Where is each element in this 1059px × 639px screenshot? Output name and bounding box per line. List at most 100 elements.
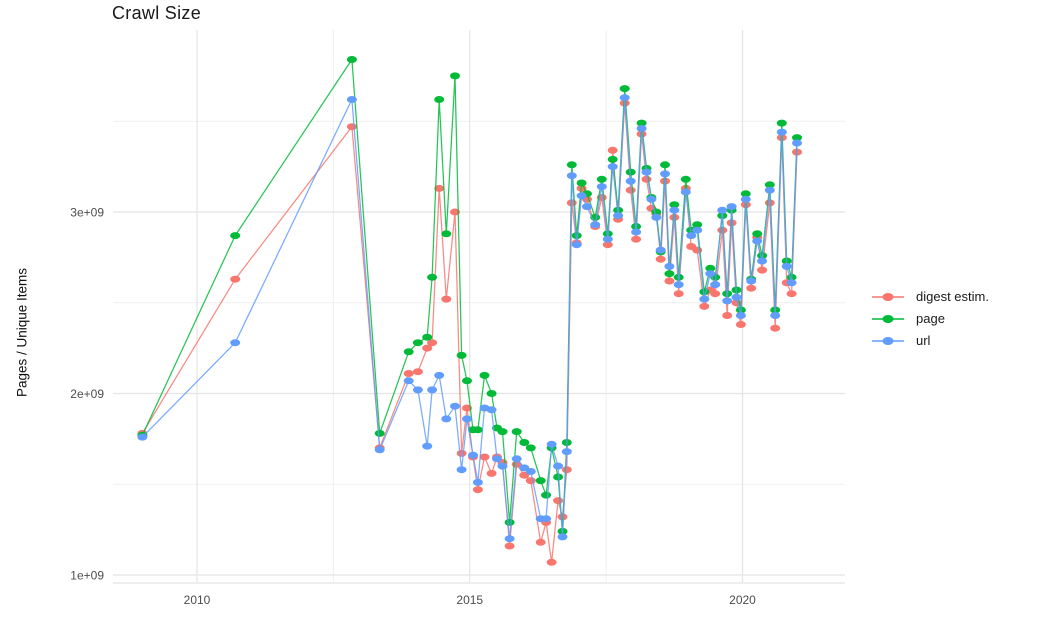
- data-point-digest: [673, 290, 684, 298]
- data-point-url: [699, 295, 710, 303]
- data-point-page: [479, 371, 490, 379]
- data-point-url: [786, 279, 797, 287]
- data-point-page: [472, 426, 483, 434]
- data-point-url: [655, 246, 666, 254]
- data-point-url: [422, 442, 433, 450]
- legend-item-digest: digest estim.: [872, 289, 989, 304]
- data-point-url: [561, 448, 572, 456]
- data-point-page: [346, 56, 357, 63]
- data-point-url: [746, 277, 757, 285]
- data-point-page: [541, 491, 552, 499]
- data-point-url: [692, 226, 703, 234]
- data-point-url: [427, 386, 438, 394]
- data-point-digest: [403, 370, 414, 377]
- data-point-url: [792, 139, 802, 147]
- legend: digest estim. page url: [872, 289, 989, 348]
- legend-key-url-icon: [872, 333, 904, 348]
- data-point-digest: [553, 497, 564, 505]
- data-point-digest: [602, 241, 613, 249]
- data-point-url: [680, 188, 691, 196]
- legend-item-url: url: [872, 333, 989, 348]
- data-point-page: [636, 119, 647, 127]
- data-point-page: [619, 85, 630, 93]
- data-point-url: [722, 297, 733, 305]
- data-point-url: [450, 402, 460, 410]
- data-point-page: [504, 518, 515, 526]
- data-point-url: [504, 535, 515, 543]
- data-point-url: [651, 213, 662, 221]
- data-point-page: [680, 175, 691, 183]
- data-point-digest: [450, 208, 460, 216]
- data-point-url: [776, 128, 787, 136]
- data-point-page: [486, 390, 497, 397]
- data-point-digest: [726, 219, 737, 227]
- data-point-url: [673, 281, 684, 289]
- data-point-page: [497, 428, 508, 436]
- data-point-page: [776, 119, 787, 127]
- data-point-url: [636, 125, 647, 132]
- data-point-page: [422, 333, 433, 341]
- data-point-digest: [664, 277, 675, 285]
- data-point-digest: [746, 284, 757, 292]
- y-tick-label: 1e+09: [70, 569, 104, 583]
- data-point-page: [427, 273, 438, 281]
- data-point-url: [646, 195, 657, 203]
- data-point-url: [571, 241, 582, 249]
- data-point-digest: [641, 175, 652, 183]
- data-point-digest: [757, 266, 768, 274]
- data-point-page: [412, 339, 423, 347]
- data-point-url: [770, 312, 781, 319]
- data-point-url: [576, 192, 587, 200]
- data-point-url: [412, 386, 423, 394]
- data-point-page: [660, 161, 670, 169]
- data-point-digest: [441, 295, 452, 303]
- data-point-digest: [557, 513, 568, 521]
- x-tick-label: 2015: [456, 593, 483, 607]
- data-point-url: [607, 163, 618, 171]
- x-tick-label: 2020: [729, 593, 756, 607]
- data-point-url: [740, 195, 751, 203]
- data-point-digest: [346, 123, 357, 131]
- data-point-url: [752, 237, 763, 245]
- data-point-digest: [422, 344, 433, 352]
- data-point-url: [486, 406, 497, 414]
- data-point-url: [602, 235, 613, 243]
- data-point-url: [590, 221, 601, 229]
- data-point-url: [230, 339, 241, 347]
- legend-label-digest: digest estim.: [916, 289, 989, 304]
- data-point-digest: [607, 146, 618, 154]
- data-point-digest: [472, 486, 483, 494]
- legend-key-digest-icon: [872, 289, 904, 304]
- data-point-page: [566, 161, 577, 169]
- data-point-page: [434, 96, 445, 103]
- legend-item-page: page: [872, 311, 989, 326]
- data-point-digest: [412, 368, 423, 376]
- data-point-page: [740, 190, 751, 198]
- data-point-page: [525, 444, 536, 452]
- data-point-page: [752, 230, 763, 238]
- data-point-digest: [456, 449, 467, 457]
- data-point-page: [374, 429, 385, 437]
- data-point-url: [553, 462, 564, 470]
- x-tick-label: 2010: [184, 593, 211, 607]
- data-point-url: [710, 281, 721, 289]
- data-point-url: [346, 96, 357, 103]
- data-point-url: [541, 515, 552, 523]
- data-point-page: [535, 477, 546, 485]
- data-point-url: [557, 533, 568, 541]
- data-point-digest: [710, 290, 721, 298]
- legend-key-page-icon: [872, 311, 904, 326]
- data-point-digest: [717, 226, 728, 234]
- data-point-digest: [230, 275, 241, 283]
- data-point-url: [596, 183, 607, 191]
- chart-title: Crawl Size: [112, 3, 202, 23]
- data-point-digest: [561, 466, 572, 474]
- data-point-digest: [525, 477, 536, 485]
- data-point-url: [764, 186, 775, 194]
- data-point-digest: [479, 453, 490, 461]
- data-point-page: [230, 232, 241, 240]
- data-point-url: [664, 262, 675, 270]
- data-point-page: [441, 230, 452, 238]
